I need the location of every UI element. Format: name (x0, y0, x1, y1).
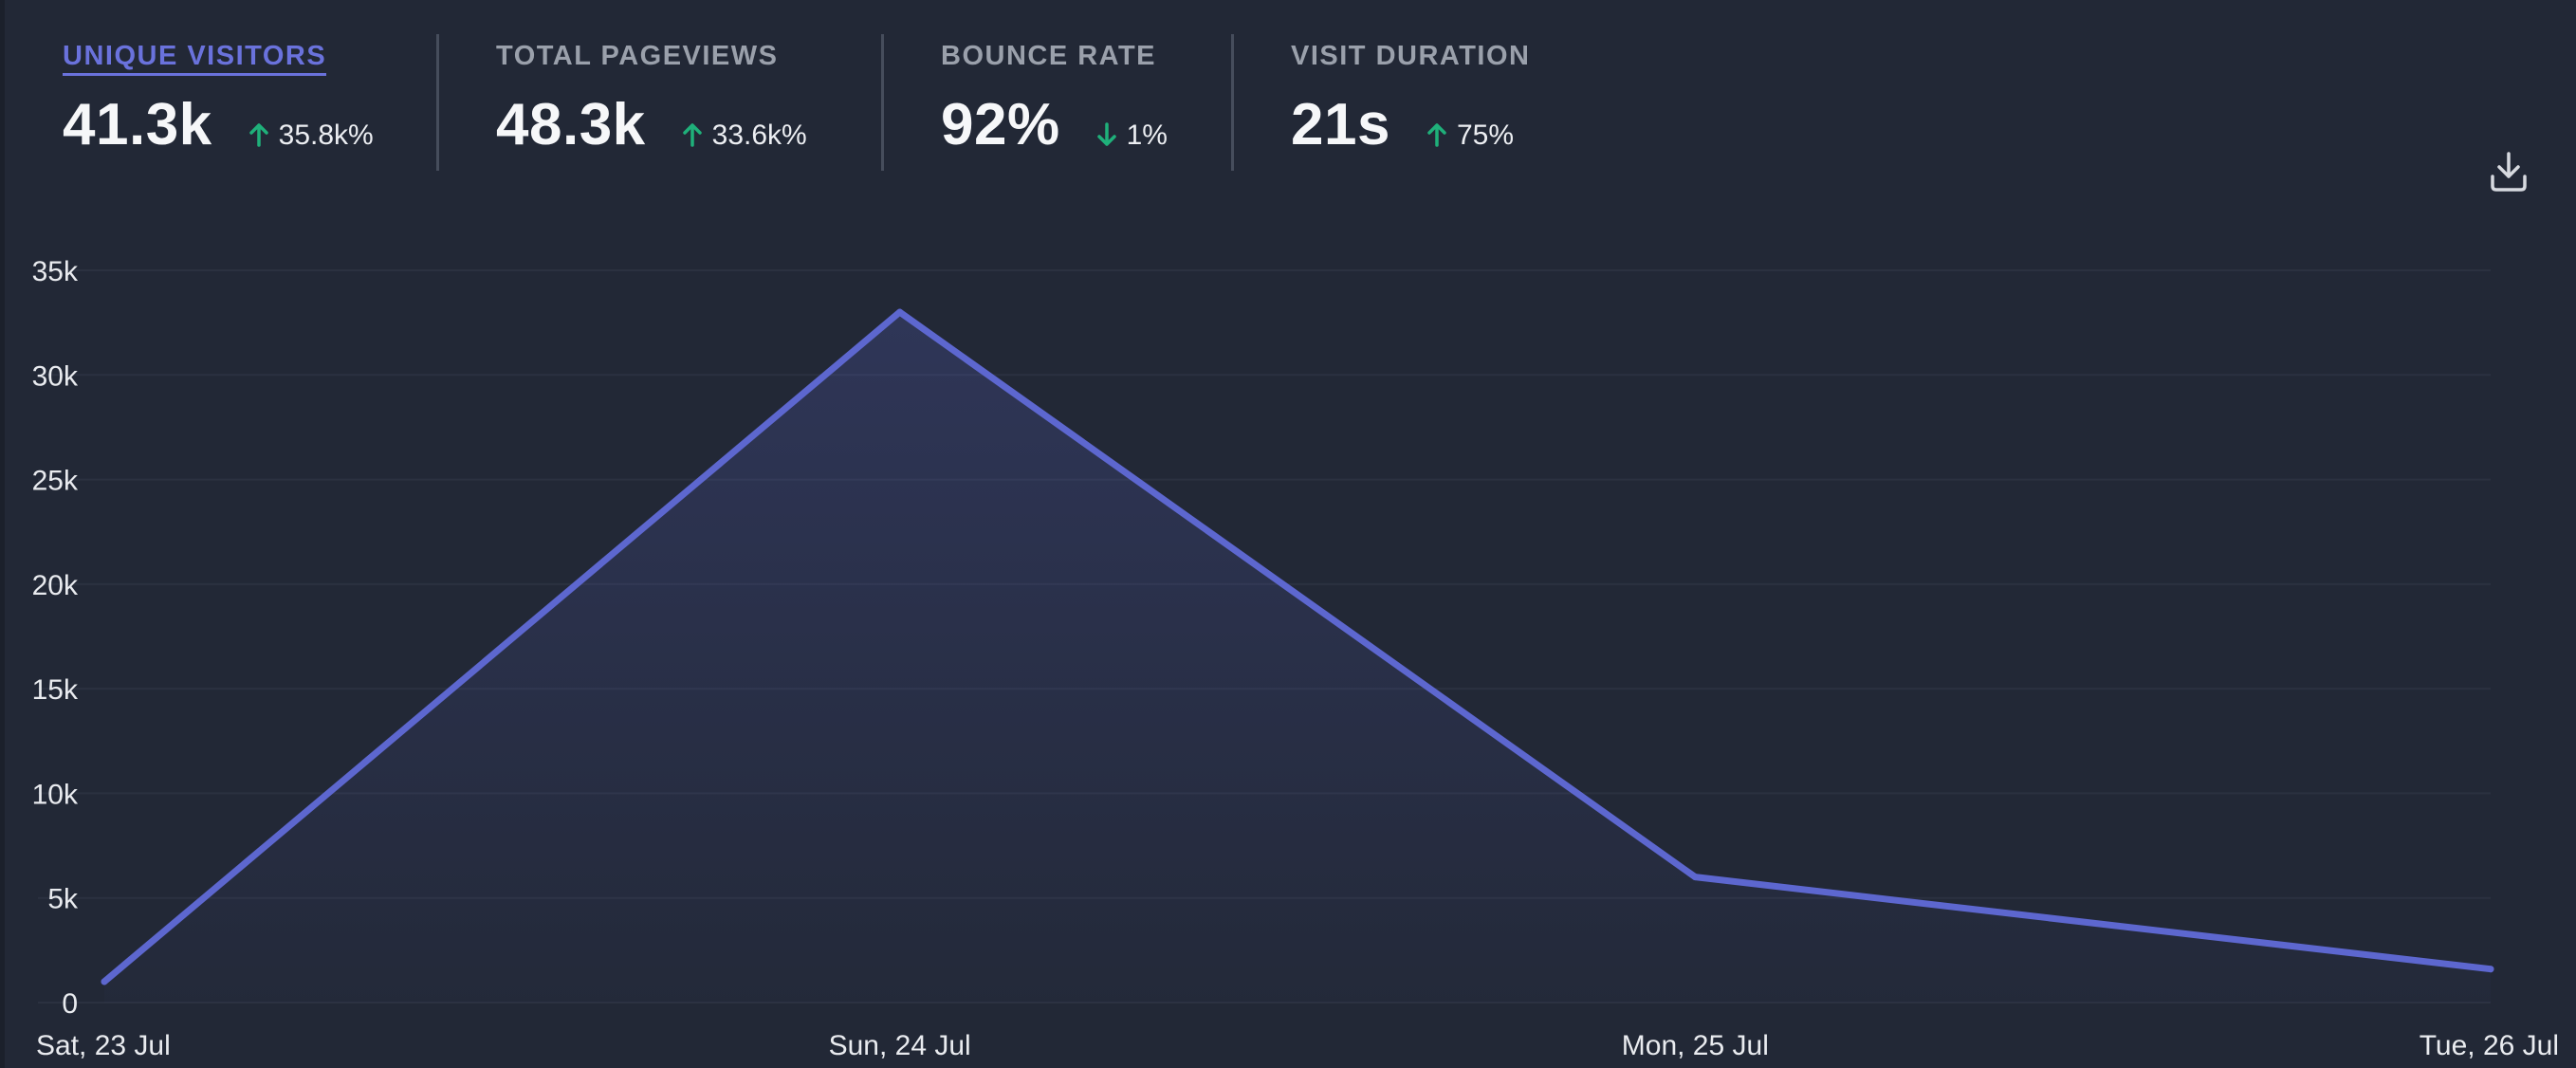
arrow-down-icon (1096, 122, 1117, 147)
x-tick-label: Sun, 24 Jul (829, 1030, 971, 1061)
metric-label: VISIT DURATION (1291, 41, 1531, 71)
divider (436, 34, 439, 171)
data-point[interactable] (101, 978, 108, 985)
divider (1231, 34, 1234, 171)
download-button[interactable] (2489, 150, 2529, 193)
metric-label: UNIQUE VISITORS (63, 41, 327, 76)
divider (881, 34, 884, 171)
series-line (101, 308, 2494, 985)
arrow-up-icon (682, 122, 703, 147)
metric-change-value: 33.6k% (711, 120, 807, 151)
metric-bounce-rate[interactable]: BOUNCE RATE 92% 1% (884, 34, 1231, 173)
y-tick-label: 15k (32, 674, 79, 706)
metric-change-value: 35.8k% (278, 120, 374, 151)
metric-value: 48.3k (496, 92, 646, 157)
metric-label: BOUNCE RATE (941, 41, 1157, 71)
y-tick-label: 0 (62, 988, 78, 1020)
arrow-up-icon (248, 122, 269, 147)
download-icon (2491, 152, 2527, 192)
data-point[interactable] (2487, 966, 2494, 973)
data-point[interactable] (896, 308, 904, 316)
metric-total-pageviews[interactable]: TOTAL PAGEVIEWS 48.3k 33.6k% (439, 34, 881, 173)
left-edge (0, 0, 5, 1068)
metric-change: 1% (1096, 120, 1168, 152)
metric-change-value: 1% (1126, 120, 1168, 151)
data-point[interactable] (1691, 874, 1699, 881)
y-tick-label: 25k (32, 466, 79, 497)
metric-value: 21s (1291, 92, 1390, 157)
metric-label: TOTAL PAGEVIEWS (496, 41, 779, 71)
y-tick-label: 10k (32, 779, 79, 810)
y-tick-label: 30k (32, 360, 79, 392)
top-stats: UNIQUE VISITORS 41.3k 35.8k% TOTAL PAGEV… (63, 34, 1575, 173)
metric-value: 41.3k (63, 92, 212, 157)
metric-change: 75% (1426, 120, 1514, 152)
metric-visit-duration[interactable]: VISIT DURATION 21s 75% (1234, 34, 1575, 173)
metric-unique-visitors[interactable]: UNIQUE VISITORS 41.3k 35.8k% (63, 34, 436, 173)
y-tick-label: 5k (47, 884, 79, 915)
series-area (104, 312, 2491, 1004)
metric-change: 35.8k% (248, 120, 374, 152)
x-tick-label: Sat, 23 Jul (36, 1030, 171, 1061)
arrow-up-icon (1426, 122, 1447, 147)
x-tick-label: Mon, 25 Jul (1622, 1030, 1769, 1061)
x-axis: Sat, 23 Jul Sun, 24 Jul Mon, 25 Jul Tue, 26… (36, 1030, 2559, 1061)
x-tick-label: Tue, 26 Jul (2420, 1030, 2559, 1061)
metric-change: 33.6k% (682, 120, 807, 152)
y-tick-label: 35k (32, 256, 79, 287)
metric-value: 92% (941, 92, 1060, 157)
y-axis: 0 5k 10k 15k 20k 25k 30k 35k (32, 256, 79, 1020)
metric-change-value: 75% (1456, 120, 1514, 151)
y-tick-label: 20k (32, 570, 79, 601)
series-points (101, 308, 2494, 985)
